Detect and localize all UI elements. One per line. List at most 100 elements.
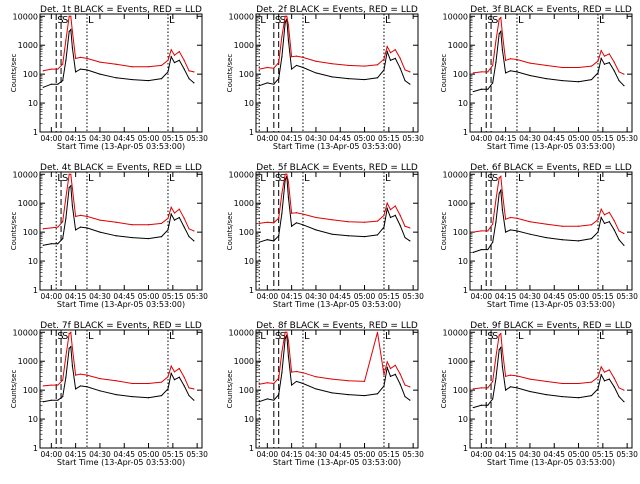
data-point (516, 230, 518, 232)
marker-label: S (57, 15, 63, 26)
data-point (302, 66, 304, 69)
x-tick-label: 05:15 (378, 292, 400, 301)
y-axis-label: Counts/sec (226, 54, 234, 93)
data-point (545, 236, 547, 239)
y-tick-label: 10000 (13, 328, 38, 337)
data-point (529, 233, 531, 235)
data-point (79, 214, 82, 216)
data-point (623, 389, 625, 391)
data-point (409, 386, 411, 388)
y-tick-label: 100 (239, 70, 254, 79)
data-point (183, 217, 185, 219)
data-point (618, 239, 620, 241)
data-point (480, 230, 482, 232)
data-point (618, 230, 620, 232)
data-point (173, 371, 176, 373)
x-tick-label: 05:30 (186, 134, 208, 143)
data-point (68, 173, 70, 175)
y-tick-label: 100 (453, 228, 468, 237)
x-tick-label: 04:30 (89, 450, 111, 459)
data-point (509, 386, 512, 388)
x-tick-label: 04:30 (519, 450, 541, 459)
data-point (281, 372, 283, 374)
data-point (516, 58, 518, 61)
y-tick-label: 1 (249, 286, 254, 295)
data-point (62, 237, 64, 240)
data-point (386, 361, 388, 363)
marker-label: S (62, 331, 68, 342)
data-point (331, 378, 333, 380)
data-point (115, 63, 117, 65)
data-point (284, 173, 286, 175)
data-point (131, 66, 133, 68)
panel-2: Det. 2f BLACK = Events, RED = LLD 1 10 100 1… (226, 5, 424, 151)
data-point (68, 347, 70, 349)
data-point (386, 45, 388, 48)
data-point (561, 225, 563, 227)
data-point (193, 388, 195, 390)
data-point (273, 382, 275, 385)
data-point (376, 64, 379, 66)
data-point (42, 244, 44, 246)
y-axis-label: Counts/sec (226, 212, 234, 251)
data-point (62, 63, 64, 65)
x-tick-label: 05:15 (378, 450, 400, 459)
data-point (99, 61, 101, 63)
data-point (386, 208, 388, 210)
data-point (70, 173, 72, 175)
x-tick-label: 04:30 (89, 292, 111, 301)
x-tick-label: 04:30 (519, 292, 541, 301)
data-point (608, 211, 610, 214)
data-point (188, 228, 190, 230)
data-point (487, 404, 489, 406)
y-tick-label: 1000 (234, 357, 254, 366)
data-point (498, 18, 500, 20)
data-point (501, 209, 503, 211)
data-point (389, 52, 392, 54)
y-axis-label: Counts/sec (10, 212, 18, 251)
data-point (273, 240, 275, 242)
data-point (86, 386, 88, 388)
data-point (404, 384, 406, 386)
data-point (487, 248, 489, 251)
data-point (480, 88, 482, 90)
x-tick-label: 05:15 (162, 134, 184, 143)
x-tick-label: 05:00 (138, 134, 160, 143)
x-axis-label: Start Time (13-Apr-05 03:53:00) (487, 142, 615, 151)
y-tick-label: 100 (453, 386, 468, 395)
data-point (173, 62, 176, 64)
data-point (42, 228, 44, 230)
data-point (495, 378, 497, 380)
data-point (577, 382, 580, 385)
x-tick-label: 05:00 (138, 450, 160, 459)
data-point (160, 222, 163, 225)
x-axis-label: Start Time (13-Apr-05 03:53:00) (487, 300, 615, 309)
data-point (409, 240, 411, 242)
data-point (68, 30, 70, 33)
data-point (71, 205, 73, 207)
data-point (363, 65, 366, 67)
x-tick-label: 05:00 (138, 292, 160, 301)
data-point (65, 39, 67, 41)
data-point (600, 366, 602, 368)
data-point (389, 216, 392, 219)
data-point (266, 221, 268, 223)
x-tick-label: 04:45 (329, 450, 351, 459)
data-point (347, 235, 349, 237)
y-tick-label: 1000 (448, 357, 468, 366)
data-point (498, 177, 500, 179)
data-point (291, 384, 293, 386)
data-point (57, 83, 59, 85)
data-point (331, 63, 333, 65)
data-point (115, 380, 117, 382)
data-point (99, 378, 101, 380)
data-point (193, 71, 195, 73)
data-point (183, 68, 185, 70)
data-point (278, 394, 280, 396)
data-point (394, 214, 396, 216)
data-point (603, 222, 606, 225)
data-point (147, 397, 150, 399)
y-tick-label: 10000 (229, 328, 254, 337)
data-point (286, 173, 288, 175)
